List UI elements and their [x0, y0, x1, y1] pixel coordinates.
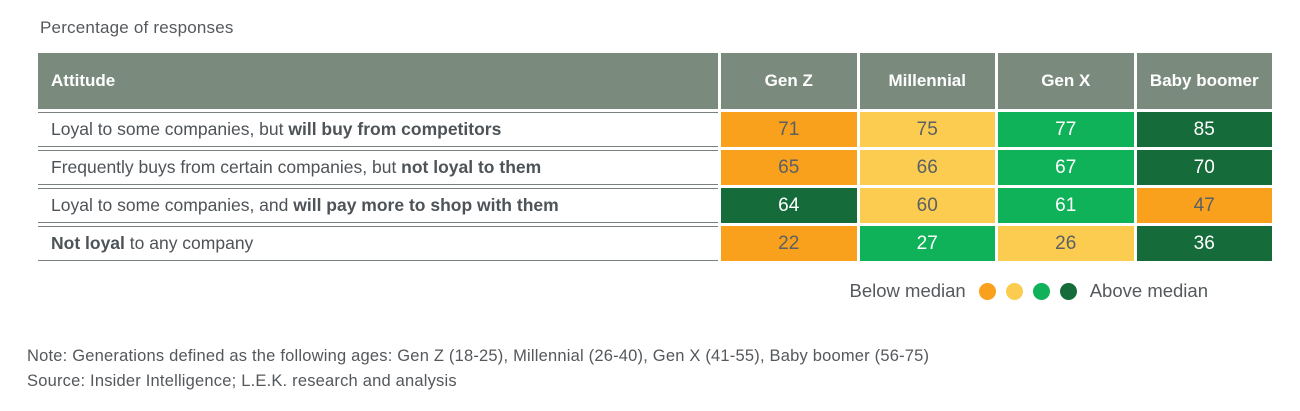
value-cell: 64 — [721, 188, 857, 223]
column-header-gen-x: Gen X — [998, 53, 1134, 109]
value-cell: 71 — [721, 112, 857, 147]
value-cell: 70 — [1136, 150, 1272, 185]
footnotes: Note: Generations defined as the followi… — [27, 344, 1272, 394]
heatmap-table: Attitude Gen Z Millennial Gen X Baby boomer… — [38, 53, 1272, 261]
report-figure: Percentage of responses Attitude Gen Z Mi… — [27, 18, 1272, 394]
dark-green-dot — [1059, 282, 1077, 300]
value-cell: 26 — [998, 226, 1134, 261]
column-header-gen-z: Gen Z — [721, 53, 857, 109]
value-cell: 22 — [721, 226, 857, 261]
value-cell: 66 — [859, 150, 995, 185]
orange-dot — [978, 282, 996, 300]
row-label: Loyal to some companies, and will pay mo… — [38, 188, 718, 223]
green-dot — [1032, 282, 1050, 300]
value-cell: 36 — [1136, 226, 1272, 261]
value-cell: 27 — [859, 226, 995, 261]
value-cell: 67 — [998, 150, 1134, 185]
column-header-attitude: Attitude — [38, 53, 718, 109]
note-text: Note: Generations defined as the followi… — [27, 347, 930, 365]
yellow-dot — [1005, 282, 1023, 300]
value-cell: 75 — [859, 112, 995, 147]
row-label: Loyal to some companies, but will buy fr… — [38, 112, 718, 147]
value-cell: 47 — [1136, 188, 1272, 223]
column-header-millennial: Millennial — [859, 53, 995, 109]
value-cell: 77 — [998, 112, 1134, 147]
row-label: Frequently buys from certain companies, … — [38, 150, 718, 185]
legend-below-label: Below median — [849, 280, 966, 301]
value-cell: 60 — [859, 188, 995, 223]
chart-title: Percentage of responses — [40, 18, 234, 37]
legend-dots — [974, 282, 1082, 300]
value-cell: 65 — [721, 150, 857, 185]
value-cell: 85 — [1136, 112, 1272, 147]
value-cell: 61 — [998, 188, 1134, 223]
legend: Below median Above median — [38, 280, 1272, 302]
column-header-baby-boomer: Baby boomer — [1136, 53, 1272, 109]
source-text: Source: Insider Intelligence; L.E.K. res… — [27, 372, 457, 390]
row-label: Not loyal to any company — [38, 226, 718, 261]
legend-above-label: Above median — [1089, 280, 1208, 301]
